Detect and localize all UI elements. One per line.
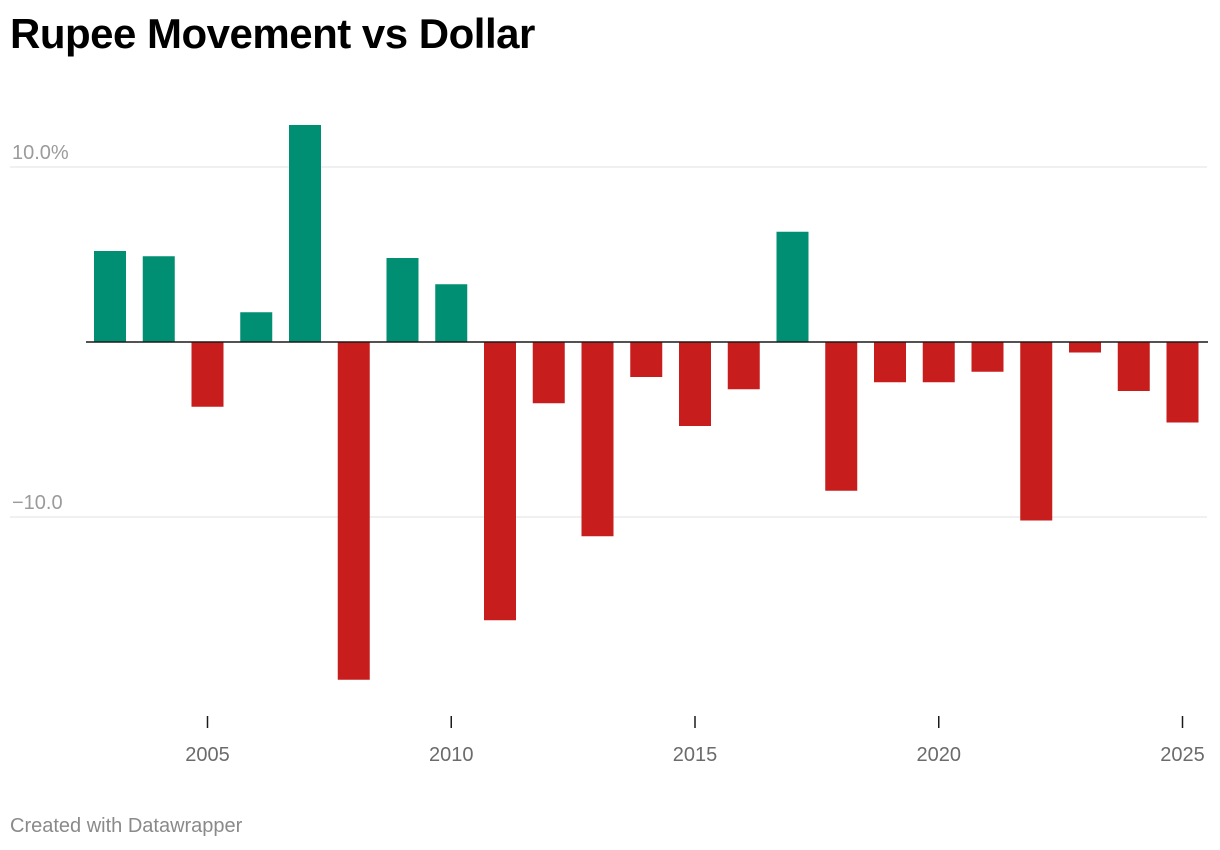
bar-2004 [142,256,175,342]
bar-2008 [337,342,370,680]
bar-2016 [727,342,760,390]
bar-2011 [484,342,516,621]
bars [94,125,1199,680]
bar-2003 [94,251,126,342]
bar-2010 [435,284,468,342]
bar-2009 [386,258,419,342]
bar-2015 [679,342,711,426]
credit-footer: Created with Datawrapper [10,815,243,837]
bar-2018 [825,342,858,491]
x-tick-label: 2015 [673,744,718,766]
bar-2021 [971,342,1004,372]
bar-2020 [922,342,955,383]
y-tick-label: 10.0% [12,142,69,164]
bar-2025 [1166,342,1199,423]
x-tick-label: 2010 [429,744,474,766]
x-tick-label: 2025 [1160,744,1205,766]
bar-2023 [1069,342,1101,353]
bar-2013 [581,342,614,537]
chart-title: Rupee Movement vs Dollar [10,10,535,57]
bar-2007 [289,125,321,342]
bar-2006 [240,312,273,342]
bar-2019 [874,342,906,383]
x-tick-label: 2005 [185,744,230,766]
y-axis-ticks: 10.0% −10.0 [12,142,69,514]
bar-2014 [630,342,663,377]
bar-chart: 10.0% −10.0 2005 2010 2015 2020 2025 [10,125,1208,766]
bar-2012 [532,342,565,404]
bar-2017 [776,231,809,342]
x-axis-ticks: 2005 2010 2015 2020 2025 [185,716,1205,766]
bar-2022 [1020,342,1053,521]
x-tick-label: 2020 [917,744,962,766]
y-tick-label: −10.0 [12,492,63,514]
bar-2005 [191,342,224,407]
bar-2024 [1117,342,1150,391]
